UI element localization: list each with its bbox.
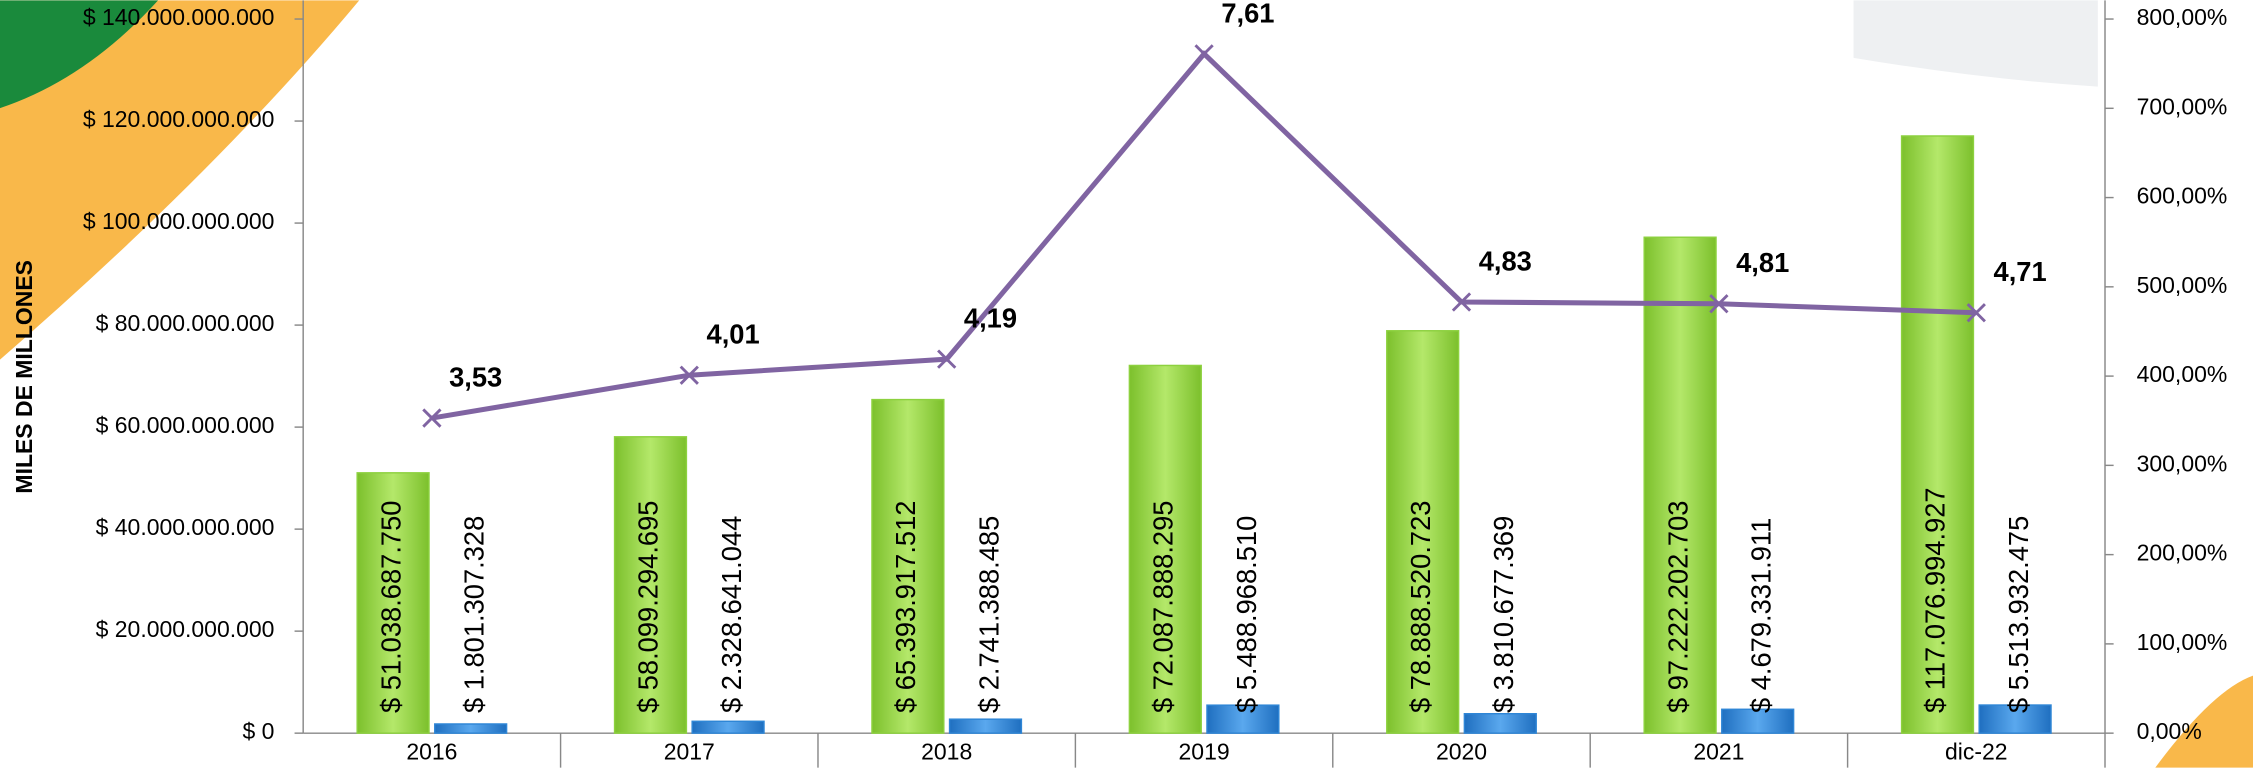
line-label: 4,81 bbox=[1736, 247, 1789, 278]
y-tick-label: $ 20.000.000.000 bbox=[96, 616, 275, 642]
data-label: $ 58.099.294.695 bbox=[633, 501, 664, 714]
y-tick-label: $ 0 bbox=[243, 718, 275, 744]
data-label: $ 5.513.932.475 bbox=[2003, 516, 2034, 713]
line-marker bbox=[1194, 44, 1214, 64]
y2-tick-label: 100,00% bbox=[2137, 629, 2228, 655]
x-tick-label: 2020 bbox=[1436, 738, 1487, 764]
y2-tick-label: 700,00% bbox=[2137, 93, 2228, 119]
line bbox=[431, 50, 1977, 421]
data-label: $ 97.222.202.703 bbox=[1662, 501, 1693, 714]
data-label: $ 3.810.677.369 bbox=[1488, 516, 1519, 713]
bar bbox=[1206, 704, 1280, 734]
y-tick-label: $ 40.000.000.000 bbox=[96, 514, 275, 540]
bar bbox=[356, 472, 430, 734]
y2-tick-label: 400,00% bbox=[2137, 361, 2228, 387]
data-label: $ 51.038.687.750 bbox=[375, 501, 406, 714]
plot: $ 0 $ 20.000.000.000 $ 40.000.000.000 $ 60.… bbox=[83, 0, 2227, 768]
line-marker bbox=[679, 365, 699, 385]
decoration bbox=[1853, 0, 2098, 87]
decoration bbox=[2155, 675, 2253, 768]
y-tick-label: $ 80.000.000.000 bbox=[96, 310, 275, 336]
bar bbox=[1386, 330, 1460, 734]
x-tick-label: 2021 bbox=[1693, 738, 1744, 764]
data-label: $ 2.741.388.485 bbox=[973, 516, 1004, 713]
data-label: $ 72.087.888.295 bbox=[1148, 501, 1179, 714]
y-axis-title: MILES DE MILLONES bbox=[11, 260, 37, 494]
y2-tick-label: 300,00% bbox=[2137, 450, 2228, 476]
data-label: $ 2.328.641.044 bbox=[716, 516, 747, 713]
line-marker bbox=[422, 408, 442, 428]
data-label: $ 4.679.331.911 bbox=[1746, 518, 1777, 713]
decoration bbox=[0, 0, 159, 109]
line-label: 7,61 bbox=[1221, 0, 1274, 28]
bar bbox=[871, 398, 945, 734]
bar bbox=[948, 718, 1023, 734]
y-tick-label: $ 100.000.000.000 bbox=[83, 208, 275, 234]
line-marker bbox=[1451, 292, 1472, 312]
bar bbox=[1128, 364, 1202, 734]
bar bbox=[1643, 236, 1717, 734]
line-label: 3,53 bbox=[449, 361, 502, 392]
x-tick-label: 2017 bbox=[664, 738, 715, 764]
x-tick-label: dic-22 bbox=[1945, 738, 2008, 764]
line-label: 4,19 bbox=[964, 303, 1017, 334]
data-label: $ 65.393.917.512 bbox=[890, 501, 921, 714]
bar bbox=[1900, 135, 1975, 734]
data-label: $ 78.888.520.723 bbox=[1405, 501, 1436, 714]
data-label: $ 117.076.994.927 bbox=[1920, 487, 1951, 713]
decoration bbox=[0, 0, 360, 360]
bar bbox=[1978, 704, 2052, 734]
data-label: $ 5.488.968.510 bbox=[1231, 516, 1262, 713]
y2-tick-label: 800,00% bbox=[2137, 4, 2228, 30]
y2-tick-label: 500,00% bbox=[2137, 272, 2228, 298]
line-marker bbox=[1709, 294, 1729, 314]
bar bbox=[613, 436, 688, 734]
y2-tick-label: 200,00% bbox=[2137, 540, 2228, 566]
bar bbox=[434, 723, 508, 734]
bar bbox=[1721, 708, 1795, 734]
line-label: 4,83 bbox=[1479, 245, 1532, 276]
line-marker bbox=[937, 349, 957, 369]
x-tick-label: 2016 bbox=[406, 738, 457, 764]
bar bbox=[691, 720, 765, 734]
line-marker bbox=[1966, 303, 1986, 323]
data-label: $ 1.801.307.328 bbox=[459, 516, 490, 713]
y-tick-label: $ 120.000.000.000 bbox=[83, 106, 275, 132]
line-label: 4,01 bbox=[707, 319, 760, 350]
bar bbox=[1463, 713, 1537, 734]
y-tick-label: $ 60.000.000.000 bbox=[96, 412, 275, 438]
line-label: 4,71 bbox=[1994, 256, 2047, 287]
y2-tick-label: 600,00% bbox=[2137, 183, 2228, 209]
x-tick-label: 2019 bbox=[1179, 738, 1230, 764]
y2-tick-label: 0,00% bbox=[2137, 718, 2202, 744]
x-tick-label: 2018 bbox=[921, 738, 972, 764]
y-tick-label: $ 140.000.000.000 bbox=[83, 4, 275, 30]
